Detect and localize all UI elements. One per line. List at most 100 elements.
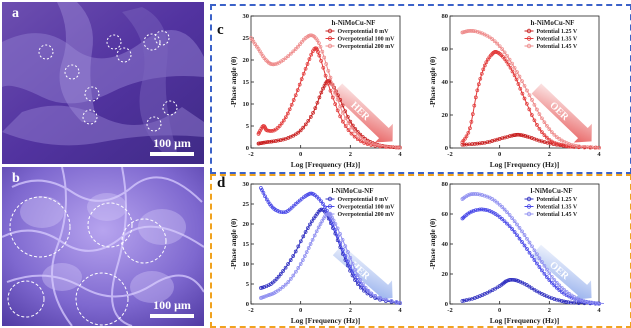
series-3-marker [537,112,542,116]
series-1-marker [301,234,306,239]
series-3-marker [466,193,470,198]
series-3-marker [542,263,547,268]
legend-label: Overpotential 0 mV [338,197,390,203]
y-tick-label: 15 [243,79,250,86]
series-2-marker [559,143,564,147]
series-3-marker [525,236,529,241]
series-3-line [250,34,401,149]
series-3-marker [507,57,512,62]
series-3-marker [527,240,532,245]
series-1-marker [505,134,510,139]
series-2-marker [257,130,261,135]
series-1-marker [303,230,308,234]
series-2-marker [514,77,519,82]
x-tick-label: 4 [597,307,601,314]
scale-bar-a: 100 μm [150,136,194,156]
series-3-marker [398,145,402,150]
series-3-marker [469,29,474,33]
legend-swatch-marker [327,204,333,209]
x-tick-label: 0 [299,151,302,158]
series-3-marker [505,210,509,215]
series-3-marker [490,37,495,41]
series-3-marker [330,215,334,220]
y-tick-label: 0 [445,301,448,308]
series-3-marker [510,61,514,66]
series-2-marker [470,112,475,116]
series-3-marker [497,202,502,207]
series-1-marker [283,265,288,270]
series-2-marker [293,93,298,98]
legend-swatch-marker [526,36,532,41]
series-1-marker [273,139,278,143]
series-1-marker [559,299,564,303]
series-2-marker [350,269,355,274]
series-2-marker [559,290,564,294]
series-3-marker [298,262,303,266]
x-tick-label: 0 [498,151,501,158]
series-1-marker [508,134,512,138]
legend-swatch-marker [327,36,333,41]
series-2-marker [490,52,495,56]
series-1-marker [298,128,303,133]
chart-title: l-NiMoCu-NF [531,187,573,195]
series-3-marker [522,233,527,237]
series-3-marker [471,29,476,33]
series-2-marker [468,126,472,131]
series-2 [256,46,402,150]
series-1-marker [319,90,324,95]
series-3-marker [530,244,534,249]
x-tick-label: -2 [447,151,452,158]
legend-swatch-marker [327,43,333,49]
series-3-marker [462,29,467,34]
series-1-marker [517,132,522,137]
series-2-marker [527,250,532,255]
y-tick-label: 0 [246,145,249,152]
series-3-marker [581,144,585,149]
series-1-marker [321,86,325,91]
series-2-marker [309,191,314,196]
series-3-marker [346,250,350,254]
series-2-marker [355,278,360,282]
legend-label: Overpotential 100 mV [338,37,396,43]
x-tick-label: 0 [498,307,501,314]
series-2-marker [552,283,557,288]
x-axis-label: Log [Frequency (Hz)] [291,316,360,325]
series-3-marker [394,145,399,150]
series-3-marker [590,145,594,150]
series-2-marker [469,209,474,214]
series-3-marker [502,50,507,55]
series-2-marker [547,278,552,282]
series-2-marker [297,82,302,87]
series-2-marker [505,221,509,226]
series-2-marker [466,130,471,135]
series-3-marker [475,192,480,196]
series-1-marker [460,142,465,147]
series-2-marker [481,207,486,212]
series-2-marker [484,60,489,65]
series-2-marker [341,119,345,124]
scale-bar-a-text: 100 μm [153,136,191,150]
series-3-line [462,193,605,304]
series-2-marker [301,71,306,76]
series-2-marker [472,103,477,108]
series-2-marker [323,73,328,78]
series-3-marker [286,280,291,284]
series-1-marker [271,139,276,144]
series-3-marker [547,271,552,276]
series-2-marker [473,95,478,100]
legend-swatch-marker [526,204,532,209]
series-2-marker [540,130,544,134]
y-tick-label: 60 [442,46,449,53]
series-3-marker [527,93,532,98]
series-3-marker [304,250,309,254]
series-3-marker [545,267,549,272]
x-tick-label: -2 [248,307,253,314]
series-2-marker [468,210,472,215]
series-3-marker [505,53,509,58]
series-3-marker [355,132,360,137]
series-2-marker [535,261,539,266]
y-tick-label: 0 [445,145,448,152]
y-tick-label: 20 [243,221,250,228]
series-2-marker [500,217,504,221]
series-2-marker [309,52,314,57]
